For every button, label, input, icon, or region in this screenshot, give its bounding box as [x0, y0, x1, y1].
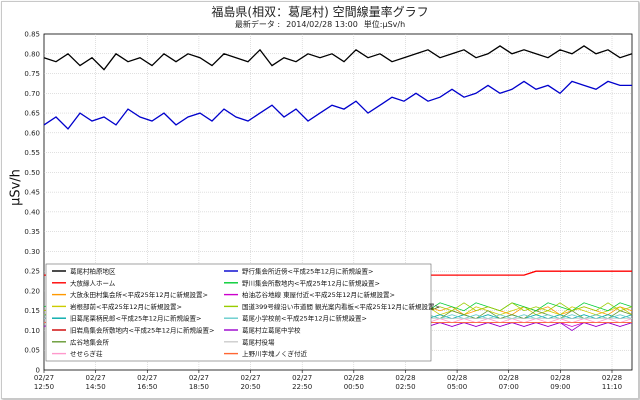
legend-entry: 葛尾小学校前<平成25年12月に新規設置>	[242, 314, 367, 323]
legend-entry: 国道399号線沿い市道間 観光案内看板<平成25年12月に新規設置>	[242, 302, 440, 311]
legend-box	[45, 263, 432, 362]
legend-entry: 上野川字塊ノくぎ付近	[242, 349, 308, 358]
legend-entry: 野行集会所近傍<平成25年12月に新規設置>	[242, 267, 373, 276]
x-tick-date: 02/27	[189, 374, 209, 382]
x-tick-date: 02/28	[550, 374, 570, 382]
x-tick-date: 02/28	[602, 374, 622, 382]
y-tick-label: 0.80	[24, 50, 40, 58]
y-tick-label: 0	[36, 367, 40, 375]
y-tick-label: 0.45	[24, 189, 40, 197]
y-tick-label: 0.85	[24, 31, 40, 39]
x-tick-time: 02:50	[395, 383, 415, 391]
x-tick-time: 20:50	[240, 383, 260, 391]
x-tick-date: 02/28	[447, 374, 467, 382]
series-line	[43, 45, 633, 71]
x-tick-time: 18:50	[189, 383, 209, 391]
x-tick-time: 16:50	[137, 383, 157, 391]
series-line	[43, 80, 632, 130]
x-tick-date: 02/27	[34, 374, 54, 382]
x-tick-time: 09:00	[550, 383, 570, 391]
legend-entry: せせらぎ荘	[70, 349, 103, 358]
y-tick-label: 0.70	[24, 90, 40, 98]
y-tick-label: 0.05	[24, 347, 40, 355]
legend-entry: 葛尾村役場	[242, 337, 275, 346]
legend-entry: 旧葛尾栗柄民郎<平成25年12月に新規設置>	[70, 314, 201, 323]
x-tick-date: 02/27	[86, 374, 106, 382]
x-tick-date: 02/27	[240, 374, 260, 382]
y-tick-label: 0.30	[24, 248, 40, 256]
y-tick-label: 0.35	[24, 228, 40, 236]
legend-entry: 広谷地集会所	[70, 337, 110, 346]
legend-entry: 葛尾村立葛尾中学校	[242, 326, 301, 335]
x-tick-time: 00:50	[344, 383, 364, 391]
legend-entry: 大放縁人ホーム	[70, 278, 116, 287]
legend-entry: 大放永田村集会所<平成25年12月に新規設置>	[70, 290, 208, 299]
x-tick-date: 02/27	[292, 374, 312, 382]
x-tick-time: 07:00	[499, 383, 519, 391]
x-tick-time: 22:50	[292, 383, 312, 391]
y-tick-label: 0.65	[24, 110, 40, 118]
x-tick-date: 02/28	[344, 374, 364, 382]
x-tick-time: 12:50	[34, 383, 54, 391]
legend-entry: 柏油芯谷地線 東屋付近<平成25年12月に新規設置>	[242, 290, 395, 299]
y-tick-label: 0.40	[24, 208, 40, 216]
legend-entry: 葛尾村柏原地区	[70, 267, 116, 276]
x-tick-time: 11:10	[602, 383, 622, 391]
x-tick-date: 02/28	[395, 374, 415, 382]
legend-entry: 岩根部前<平成25年12月に新規設置>	[70, 302, 182, 311]
x-tick-time: 05:00	[447, 383, 467, 391]
y-tick-label: 0.15	[24, 307, 40, 315]
legend-entry: 旧岩鳥集会所敷地内<平成25年12月に新規設置>	[70, 326, 214, 335]
y-tick-label: 0.25	[24, 268, 40, 276]
x-tick-date: 02/28	[499, 374, 519, 382]
y-tick-label: 0.50	[24, 169, 40, 177]
legend-entry: 野川集会所敷地内<平成25年12月に新規設置>	[242, 278, 380, 287]
unit-text: 単位:μSv/h	[363, 20, 406, 29]
chart-subtitle: 最新データ : 2014/02/28 13:00 単位:μSv/h	[0, 19, 640, 30]
chart-title: 福島県(相双：葛尾村) 空間線量率グラフ	[211, 5, 429, 19]
y-tick-label: 0.75	[24, 70, 40, 78]
x-tick-date: 02/27	[137, 374, 157, 382]
x-tick-time: 14:50	[86, 383, 106, 391]
latest-time: 2014/02/28 13:00	[286, 20, 358, 29]
y-tick-label: 0.10	[24, 327, 40, 335]
y-tick-label: 0.20	[24, 287, 40, 295]
y-tick-label: 0.60	[24, 129, 40, 137]
latest-label: 最新データ :	[234, 20, 281, 29]
y-tick-label: 0.55	[24, 149, 40, 157]
